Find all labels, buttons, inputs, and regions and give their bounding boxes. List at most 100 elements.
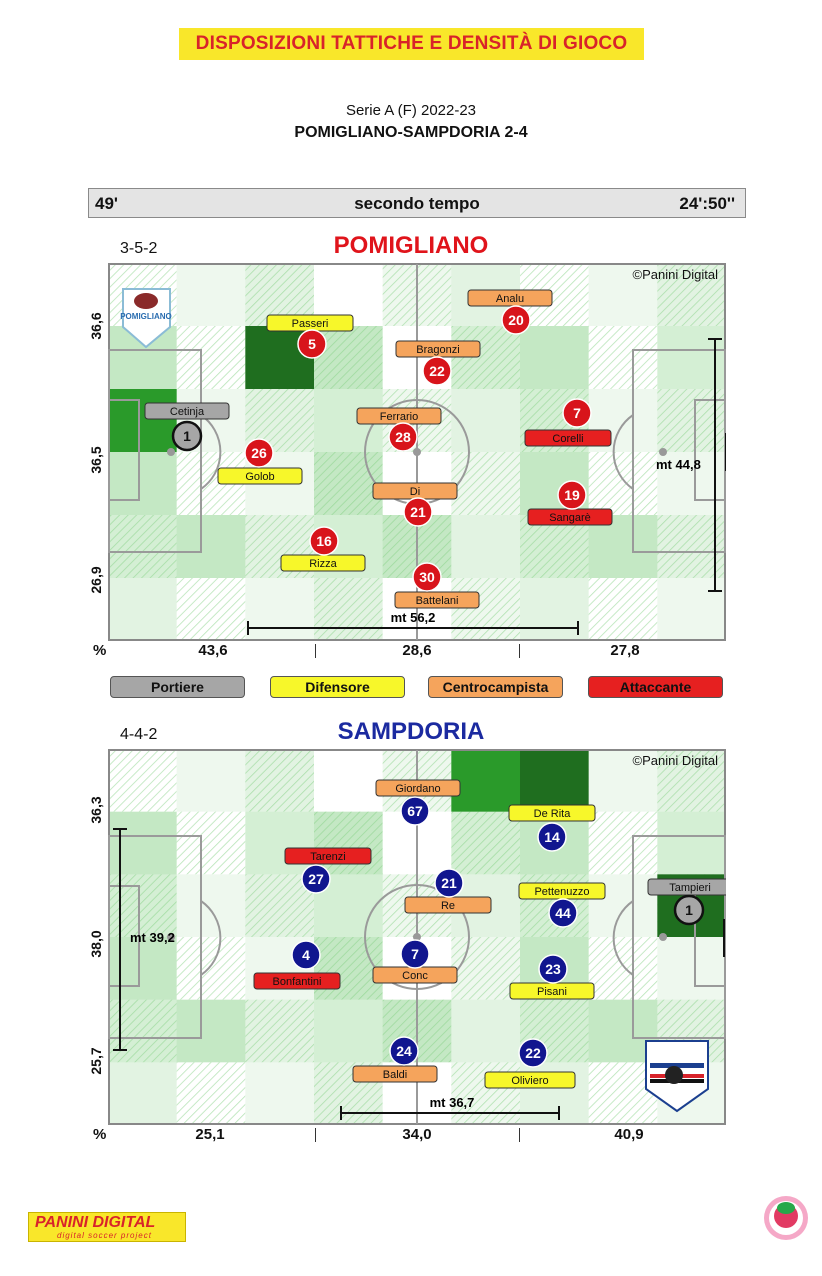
player-name-tag: [217, 467, 303, 485]
home-width-label: mt 56,2: [391, 610, 436, 625]
home-watermark: ©Panini Digital: [633, 267, 719, 282]
home-team-logo: POMIGLIANO: [120, 288, 172, 349]
player-name: Golob: [245, 471, 274, 483]
player-number-circle: [562, 398, 592, 428]
player-marker: Passeri 5: [266, 314, 354, 359]
player-number: 44: [555, 905, 571, 921]
player-name: Pisani: [537, 986, 567, 998]
player-number-circle: [403, 497, 433, 527]
player-marker: Pettenuzzo 44: [518, 882, 606, 928]
player-number: 28: [395, 429, 411, 445]
player-number: 27: [308, 871, 324, 887]
player-marker: Golob 26: [217, 438, 303, 485]
player-name: Tampieri: [669, 882, 711, 894]
player-number-circle: [389, 1036, 419, 1066]
player-name: Bragonzi: [416, 344, 459, 356]
player-name: Passeri: [292, 318, 329, 330]
player-name-tag: [144, 402, 230, 420]
player-marker: Tarenzi 27: [284, 847, 372, 894]
brand-tagline: digital soccer project: [57, 1231, 152, 1240]
player-marker: Battelani 30: [394, 562, 480, 609]
home-percent-label: %: [93, 642, 107, 659]
away-x-label-2: 34,0: [402, 1126, 432, 1143]
player-marker: Cetinja 1: [144, 402, 230, 452]
player-name-tag: [394, 591, 480, 609]
player-name: De Rita: [534, 808, 572, 820]
away-percent-label: %: [93, 1126, 107, 1143]
player-number-circle: [537, 822, 567, 852]
player-marker: Re 21: [404, 868, 492, 914]
player-marker: Bonfantini 4: [253, 940, 341, 990]
player-number-circle: [400, 939, 430, 969]
player-name: Battelani: [416, 595, 459, 607]
player-marker: Oliviero 22: [484, 1038, 576, 1089]
player-marker: Sangarè 19: [527, 480, 613, 526]
player-name-tag: [253, 972, 341, 990]
match-period: secondo tempo: [354, 194, 480, 213]
player-number: 1: [183, 428, 191, 444]
player-marker: Pisani 23: [509, 954, 595, 1000]
player-number-circle: [301, 864, 331, 894]
player-name: Ferrario: [380, 411, 419, 423]
player-name: Re: [441, 900, 455, 912]
player-name: Di: [410, 486, 420, 498]
player-number: 1: [685, 902, 693, 918]
player-number: 16: [316, 533, 332, 549]
player-number-circle: [400, 796, 430, 826]
match-title: POMIGLIANO-SAMPDORIA 2-4: [294, 124, 528, 141]
player-marker: Baldi 24: [352, 1036, 438, 1083]
player-name-tag: [375, 779, 461, 797]
player-name: Rizza: [309, 558, 337, 570]
player-number: 7: [411, 946, 419, 962]
player-name: Tarenzi: [310, 851, 345, 863]
player-number-circle: [291, 940, 321, 970]
home-x-label-3: 27,8: [610, 642, 640, 659]
player-marker: Bragonzi 22: [395, 340, 481, 386]
competition-label: Serie A (F) 2022-23: [345, 102, 477, 119]
home-y-label-2: 36,5: [88, 446, 104, 474]
player-name-tag: [467, 289, 553, 307]
home-x-label-1: 43,6: [198, 642, 228, 659]
player-number: 23: [545, 961, 561, 977]
panini-digital-logo: PANINI DIGITAL digital soccer project: [28, 1212, 186, 1242]
player-number-circle: [518, 1038, 548, 1068]
home-depth-label: mt 44,8: [656, 457, 701, 472]
player-name-tag: [508, 804, 596, 822]
away-y-label-1: 36,3: [88, 796, 104, 824]
player-number-circle: [434, 868, 464, 898]
player-marker: Ferrario 28: [356, 407, 442, 452]
home-x-label-2: 28,6: [402, 642, 432, 659]
player-number: 20: [508, 312, 524, 328]
player-marker: Conc 7: [372, 939, 458, 984]
away-x-label-3: 40,9: [614, 1126, 644, 1143]
time-bar: 49' secondo tempo 24':50'': [88, 188, 746, 218]
brand-name: PANINI DIGITAL: [35, 1214, 156, 1231]
player-marker: Rizza 16: [280, 526, 366, 572]
away-team-logo: [645, 1040, 709, 1113]
player-marker: Tampieri 1: [647, 878, 726, 926]
player-number-circle: [309, 526, 339, 556]
away-width-label: mt 36,7: [430, 1095, 475, 1110]
legend-midfielder: Centrocampista: [428, 676, 563, 698]
player-number: 7: [573, 405, 581, 421]
player-number-circle: [422, 356, 452, 386]
svg-text:POMIGLIANO: POMIGLIANO: [120, 312, 172, 321]
player-name: Pettenuzzo: [534, 886, 589, 898]
away-y-label-2: 38,0: [88, 930, 104, 958]
match-minute: 49': [95, 194, 118, 213]
player-number-circle: [538, 954, 568, 984]
player-name: Bonfantini: [273, 976, 322, 988]
player-number-circle: [171, 420, 203, 452]
player-name: Analu: [496, 293, 524, 305]
player-name: Conc: [402, 970, 428, 982]
player-number: 5: [308, 336, 316, 352]
player-number: 21: [410, 504, 426, 520]
player-number-circle: [412, 562, 442, 592]
away-formation: 4-4-2: [120, 726, 158, 743]
player-number: 22: [525, 1045, 541, 1061]
player-name-tag: [352, 1065, 438, 1083]
player-number: 4: [302, 947, 310, 963]
player-name: Sangarè: [549, 512, 591, 524]
player-number-circle: [297, 329, 327, 359]
page-banner: DISPOSIZIONI TATTICHE E DENSITÀ DI GIOCO: [179, 28, 644, 60]
